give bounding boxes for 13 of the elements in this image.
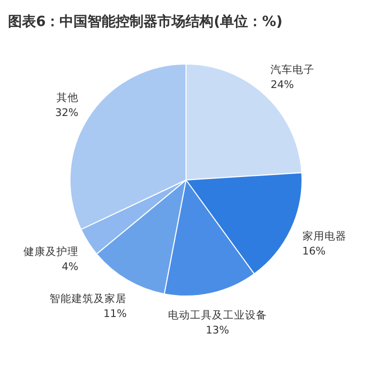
data-label: 32% bbox=[55, 106, 78, 119]
chart-title: 图表6：中国智能控制器市场结构(单位：%) bbox=[8, 13, 283, 30]
data-label: 24% bbox=[270, 79, 294, 92]
slice-label: 健康及护理 bbox=[23, 245, 78, 258]
slice-label: 汽车电子 bbox=[270, 63, 315, 76]
slice-label: 智能建筑及家居 bbox=[50, 292, 127, 305]
data-label: 11% bbox=[103, 308, 127, 320]
slice-label: 家用电器 bbox=[302, 229, 346, 242]
data-label: 4% bbox=[62, 261, 78, 274]
slice-label: 其他 bbox=[56, 90, 78, 104]
data-label: 13% bbox=[206, 324, 230, 337]
data-label: 16% bbox=[302, 245, 326, 258]
slice-label: 电动工具及工业设备 bbox=[168, 308, 267, 322]
